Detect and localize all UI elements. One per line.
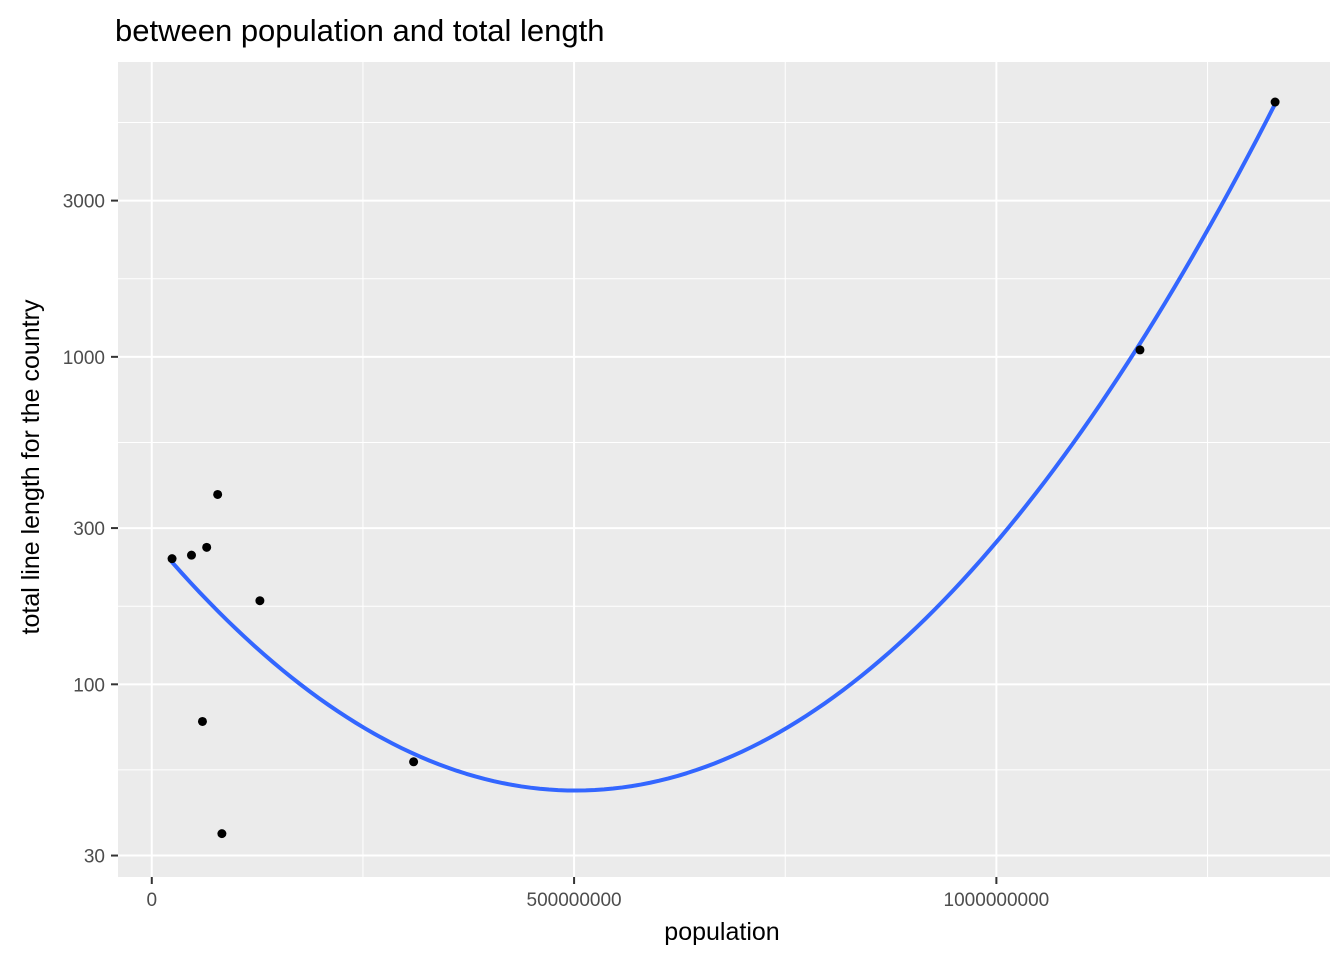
y-tick-label: 30 — [84, 847, 105, 868]
chart-title: between population and total length — [115, 13, 605, 48]
data-point — [202, 542, 212, 552]
data-point — [409, 757, 419, 767]
x-tick-label: 500000000 — [527, 890, 622, 911]
data-point — [197, 716, 207, 726]
data-point — [186, 550, 196, 560]
data-point — [1270, 97, 1280, 107]
x-tick-label: 1000000000 — [944, 890, 1050, 911]
y-tick-label: 100 — [73, 675, 105, 696]
data-point — [217, 829, 227, 839]
points-layer — [167, 97, 1280, 839]
major-x-gridlines — [150, 62, 998, 877]
y-tick-label: 3000 — [63, 192, 105, 213]
x-axis-ticks: 0 500000000 1000000000 — [146, 877, 1049, 911]
smooth-layer — [170, 101, 1278, 793]
major-y-gridlines — [118, 199, 1330, 857]
y-axis-title: total line length for the country — [17, 299, 45, 634]
smooth-curve — [170, 101, 1278, 793]
minor-x-gridlines — [362, 62, 1209, 877]
x-tick-label: 0 — [146, 890, 157, 911]
y-axis-ticks: 30 100 300 1000 3000 — [63, 192, 118, 868]
data-point — [1135, 345, 1145, 355]
y-tick-label: 1000 — [63, 348, 105, 369]
plot-panel — [118, 62, 1330, 877]
data-point — [255, 596, 265, 606]
minor-y-gridlines — [118, 121, 1330, 771]
data-point — [167, 554, 177, 564]
x-axis-title: population — [664, 918, 779, 946]
y-tick-label: 300 — [73, 519, 105, 540]
data-point — [213, 489, 223, 499]
